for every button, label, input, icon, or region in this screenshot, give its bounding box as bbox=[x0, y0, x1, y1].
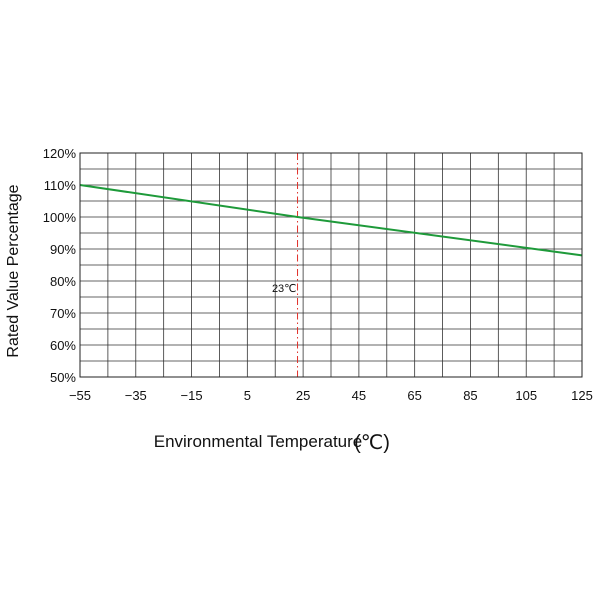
y-tick-label: 120% bbox=[43, 146, 77, 161]
y-tick-label: 80% bbox=[50, 274, 76, 289]
x-axis-label-text: Environmental Temperature bbox=[154, 432, 363, 451]
x-tick-label: 65 bbox=[407, 388, 421, 403]
x-tick-label: −55 bbox=[69, 388, 91, 403]
x-tick-label: −15 bbox=[181, 388, 203, 403]
reference-line-group: 23℃ bbox=[272, 153, 299, 377]
x-tick-label: 105 bbox=[515, 388, 537, 403]
y-tick-label: 70% bbox=[50, 306, 76, 321]
x-tick-label: −35 bbox=[125, 388, 147, 403]
x-tick-label: 85 bbox=[463, 388, 477, 403]
y-tick-label: 100% bbox=[43, 210, 77, 225]
y-tick-labels: 50% 60% 70% 80% 90% 100% 110% 120% bbox=[43, 146, 77, 385]
y-axis-label: Rated Value Percentage bbox=[5, 184, 22, 357]
x-tick-label: 5 bbox=[244, 388, 251, 403]
x-tick-label: 45 bbox=[352, 388, 366, 403]
y-tick-label: 90% bbox=[50, 242, 76, 257]
x-tick-label: 25 bbox=[296, 388, 310, 403]
y-tick-label: 60% bbox=[50, 338, 76, 353]
reference-line-label: 23℃ bbox=[272, 283, 297, 295]
series-group bbox=[79, 184, 583, 257]
grid bbox=[80, 153, 582, 377]
x-axis-unit-label: (℃) bbox=[354, 432, 390, 454]
x-tick-labels: −55 −35 −15 5 25 45 65 85 105 125 bbox=[69, 388, 593, 403]
x-tick-label: 125 bbox=[571, 388, 593, 403]
derating-line bbox=[79, 184, 583, 257]
plot-frame bbox=[79, 152, 583, 378]
x-axis-label: Environmental Temperature bbox=[154, 432, 363, 451]
y-tick-label: 110% bbox=[44, 178, 77, 193]
y-tick-label: 50% bbox=[50, 370, 76, 385]
